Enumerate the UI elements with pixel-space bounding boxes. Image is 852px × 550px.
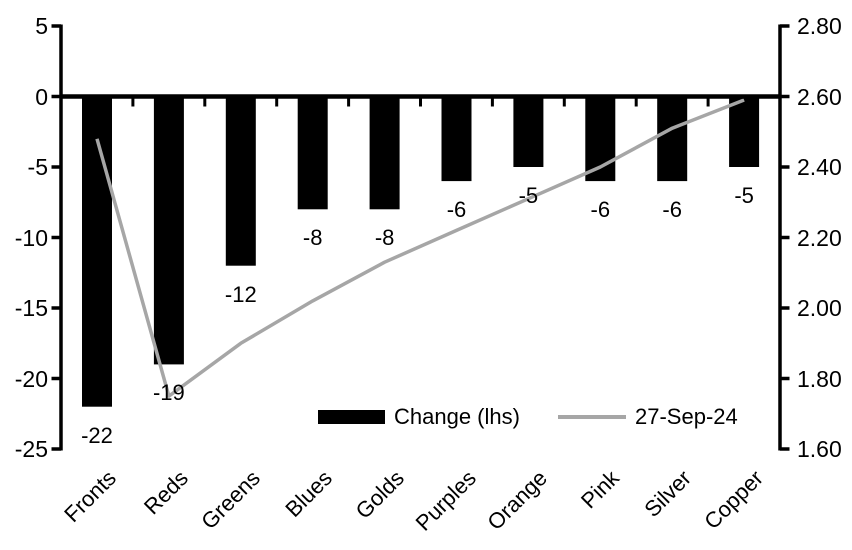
line-series [95, 98, 745, 398]
y-axis-left-tick-label: -25 [14, 436, 48, 462]
bar [657, 96, 688, 182]
bar-value-label: -5 [518, 183, 539, 208]
y-axis-left-tick-label: 5 [35, 13, 48, 39]
y-axis-left-tick-label: -15 [14, 295, 48, 321]
y-axis-left-tick-label: 0 [35, 83, 48, 110]
y-axis-right-tick-label: 1.60 [797, 436, 842, 462]
bar-value-label: -6 [662, 197, 682, 223]
y-axis-right-tick-label: 2.80 [797, 13, 842, 39]
y-axis-left-tick-label: -10 [14, 224, 48, 251]
bar-value-label: -8 [374, 225, 395, 251]
legend-line-swatch [558, 415, 626, 419]
bar-value-label: -5 [734, 183, 754, 208]
bar-value-label: -22 [81, 422, 113, 448]
y-axis-left-tick-label: -20 [14, 365, 48, 392]
bar [369, 96, 400, 210]
legend-item-change: Change (lhs) [318, 404, 520, 430]
y-axis-right-tick-label: 1.80 [797, 365, 842, 392]
bar-value-label: -6 [590, 197, 611, 223]
bar [441, 96, 472, 182]
bar [225, 96, 256, 266]
legend-item-date: 27-Sep-24 [558, 404, 738, 430]
bar [729, 96, 760, 167]
legend-label-change: Change (lhs) [394, 404, 520, 429]
y-axis-right-tick-label: 2.60 [797, 83, 842, 110]
bar [513, 96, 544, 167]
bar-value-label: -6 [446, 197, 467, 223]
bar [297, 96, 328, 210]
bar [153, 96, 184, 365]
y-axis-right-tick-label: 2.40 [797, 154, 842, 180]
legend-label-date: 27-Sep-24 [635, 404, 738, 429]
y-axis-right-tick-label: 2.00 [797, 295, 842, 321]
bar-value-label: -12 [224, 281, 257, 307]
bar [82, 96, 112, 407]
y-axis-right-tick-label: 2.20 [797, 224, 842, 251]
bar-value-label: -19 [152, 380, 185, 406]
bar-value-label: -8 [302, 225, 323, 251]
legend-bar-swatch [318, 410, 385, 424]
y-axis-left-tick-label: -5 [27, 154, 48, 180]
